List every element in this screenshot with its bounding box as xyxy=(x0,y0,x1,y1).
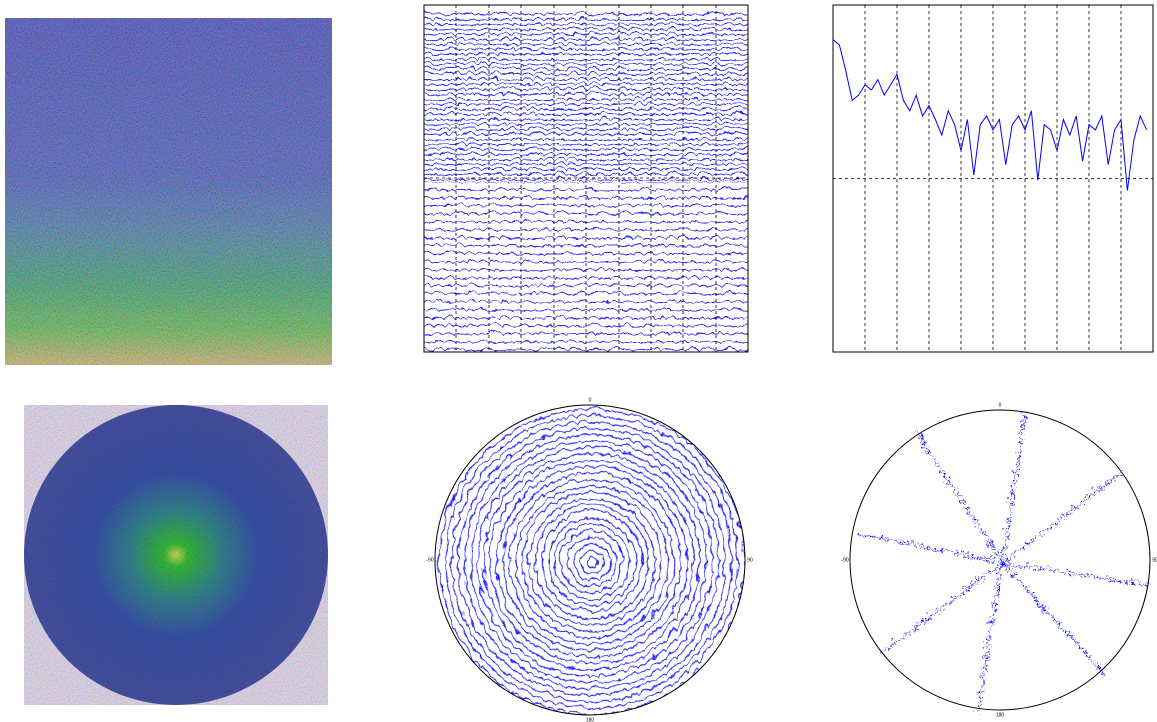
waterfall-grid xyxy=(424,5,748,352)
polar-spectrogram-noise xyxy=(24,405,328,705)
angle-tick-label: 0 xyxy=(999,402,1002,408)
angle-tick-label: -90 xyxy=(841,557,848,563)
polar-spectrogram xyxy=(24,405,328,705)
angle-tick-label: 180 xyxy=(996,712,1005,718)
polar-frame xyxy=(434,404,746,716)
angle-tick-label: -90 xyxy=(426,557,433,563)
polar-traces xyxy=(435,405,745,715)
angle-tick-label: 0 xyxy=(589,397,592,403)
line-plot xyxy=(832,4,1154,353)
spectrogram-noise xyxy=(5,18,332,365)
polar-frame xyxy=(849,409,1151,711)
line-series xyxy=(832,39,1148,191)
spectrogram xyxy=(5,18,332,365)
angle-tick-label: 90 xyxy=(747,557,753,563)
rays xyxy=(852,409,1147,711)
polar-waterfall: 0 90 180 -90 xyxy=(426,397,753,722)
polar-rays: 0 90 180 -90 xyxy=(841,402,1157,718)
waterfall-frame xyxy=(423,4,749,353)
angle-tick-label: 90 xyxy=(1152,557,1157,563)
waterfall xyxy=(423,4,749,353)
angle-tick-label: 180 xyxy=(586,717,595,722)
